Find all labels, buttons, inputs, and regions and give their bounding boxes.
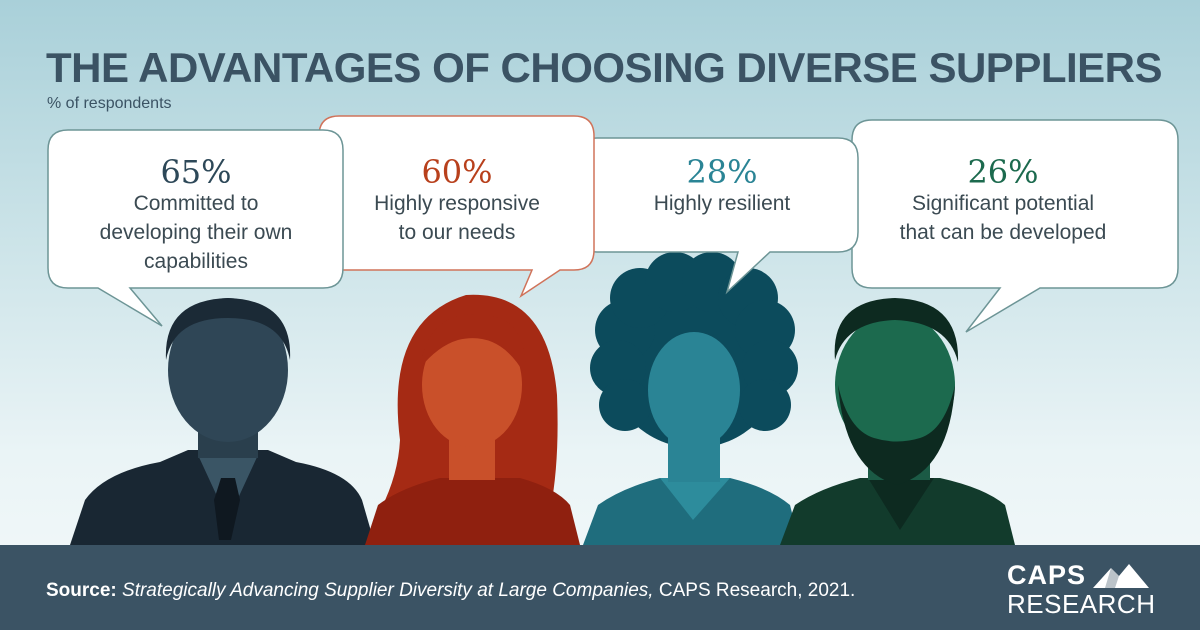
bubble-3-label-line: Highly resilient [654,192,791,215]
mountain-icon [1093,564,1149,588]
bubble-1: 65% Committed to developing their own capa… [47,129,344,327]
bubble-2-label-line: to our needs [399,221,516,244]
bubble-4-label-line: Significant potential [912,192,1094,215]
bubble-3-label: Highly resilient [654,192,791,215]
bubble-1-label-line: capabilities [144,250,248,273]
bubble-2-label: Highly responsive to our needs [374,192,540,244]
person-2-silhouette [365,294,580,545]
logo-wordmark-top: CAPS [1007,560,1087,590]
bubble-1-label: Committed to developing their own capabili… [100,192,293,273]
bubble-4-label: Significant potential that can be develop… [900,192,1107,244]
bubble-1-label-line: Committed to [134,192,259,215]
bubble-3-value: 28% [686,153,757,191]
bubble-1-label-line: developing their own [100,221,293,244]
person-3-silhouette [583,252,800,545]
source-title: Strategically Advancing Supplier Diversi… [122,580,654,601]
bubble-2: 60% Highly responsive to our needs [318,115,595,299]
person-1-silhouette [70,298,375,545]
source-label: Source: [46,580,117,601]
person-4-silhouette [780,298,1015,545]
source-citation: Source: Strategically Advancing Supplier… [46,580,855,602]
logo-wordmark-bottom: RESEARCH [1007,589,1156,619]
footer-bar [0,545,1200,630]
bubble-2-label-line: Highly responsive [374,192,540,215]
bubble-1-value: 65% [160,153,231,191]
bubble-2-value: 60% [421,153,492,191]
bubble-4-label-line: that can be developed [900,221,1107,244]
subtitle: % of respondents [47,95,172,112]
bubble-4: 26% Significant potential that can be dev… [851,119,1179,333]
source-rest: CAPS Research, 2021. [653,580,856,601]
page-title: THE ADVANTAGES OF CHOOSING DIVERSE SUPPL… [46,44,1163,91]
caps-research-logo: CAPS RESEARCH [1007,560,1157,620]
bubble-4-value: 26% [967,153,1038,191]
